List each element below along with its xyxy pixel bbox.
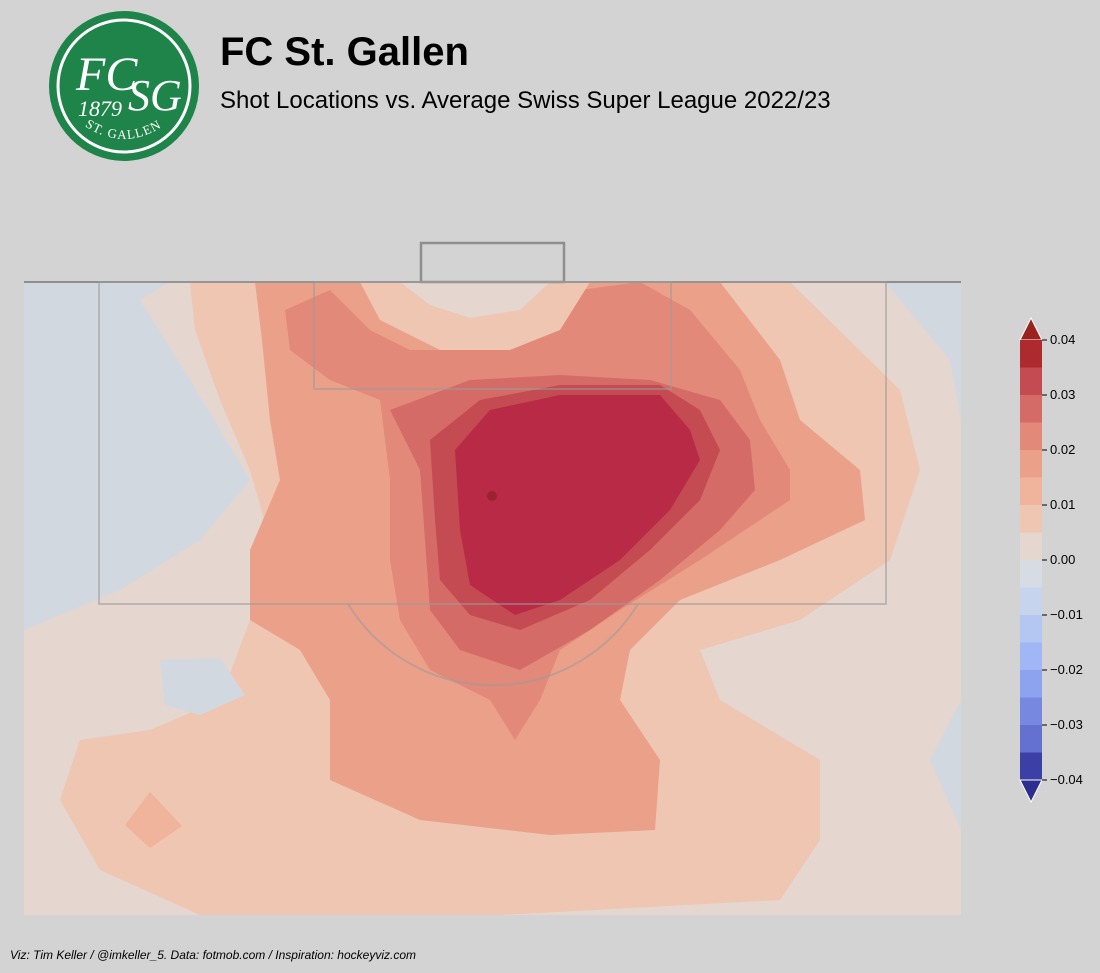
logo-year-text: 1879 (78, 96, 122, 121)
colorbar-tick-label: 0.03 (1050, 387, 1075, 402)
colorbar-level (1020, 642, 1042, 671)
colorbar-level (1020, 340, 1042, 368)
credit-footer: Viz: Tim Keller / @imkeller_5. Data: fot… (10, 948, 416, 962)
page-subtitle: Shot Locations vs. Average Swiss Super L… (220, 87, 831, 114)
colorbar-level (1020, 587, 1042, 616)
logo-inner-ring (56, 18, 192, 154)
penalty-arc (347, 603, 639, 687)
colorbar-extend-min (1019, 779, 1043, 804)
colorbar-level (1020, 505, 1042, 533)
colorbar-level (1020, 615, 1042, 643)
contour-level-2b (125, 792, 182, 848)
logo-outer-circle (49, 11, 199, 161)
colorbar-level (1020, 725, 1042, 753)
colorbar-level (1020, 367, 1042, 396)
colorbar-tick-label: 0.00 (1050, 552, 1075, 567)
colorbar-tick-label: −0.02 (1050, 662, 1083, 677)
colorbar: 0.04 0.03 0.02 0.01 0.00 −0.01 −0.02 −0.03 −0.04 (1019, 316, 1083, 804)
six-yard-box (313, 281, 672, 390)
colorbar-level (1020, 560, 1042, 588)
contour-level-7 (465, 402, 688, 612)
colorbar-tick-label: 0.01 (1050, 497, 1075, 512)
goal-frame (419, 241, 566, 284)
colorbar-levels (1019, 316, 1043, 804)
colorbar-tick-label: −0.03 (1050, 717, 1083, 732)
colorbar-level (1020, 752, 1042, 781)
colorbar-tick-label: −0.01 (1050, 607, 1083, 622)
pitch-lines (24, 241, 961, 687)
peak-marker (487, 491, 497, 501)
logo-fc-text: FC (75, 48, 138, 101)
colorbar-level (1020, 477, 1042, 506)
page-title: FC St. Gallen (220, 30, 469, 74)
colorbar-tick-label: 0.02 (1050, 442, 1075, 457)
contour-level-3c (400, 282, 550, 318)
colorbar-level (1020, 670, 1042, 698)
colorbar-extend-max (1019, 316, 1043, 341)
colorbar-level (1020, 450, 1042, 478)
colorbar-level (1020, 532, 1042, 561)
contour-layers (24, 282, 961, 915)
colorbar-tick-label: −0.04 (1050, 772, 1083, 787)
colorbar-level (1020, 395, 1042, 423)
colorbar-level (1020, 697, 1042, 726)
colorbar-ticks: 0.04 0.03 0.02 0.01 0.00 −0.01 −0.02 −0.03 −0.04 (1042, 332, 1083, 787)
colorbar-tick-label: 0.04 (1050, 332, 1075, 347)
logo-sg-text: SG (128, 71, 182, 120)
contour-level-1b (160, 658, 245, 715)
team-logo: FC SG 1879 ST. GALLEN (49, 11, 199, 161)
colorbar-level (1020, 422, 1042, 451)
